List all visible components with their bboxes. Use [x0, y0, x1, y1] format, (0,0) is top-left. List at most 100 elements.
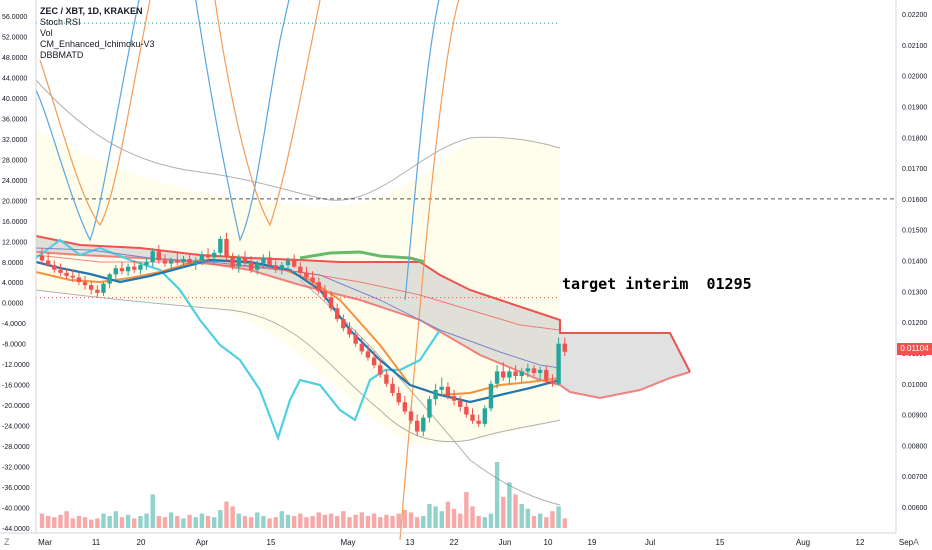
- volume-bar: [52, 517, 57, 528]
- legend-item-dbbmatd[interactable]: DBBMATD: [40, 50, 84, 60]
- right-tick-label: 0.01600: [902, 197, 927, 204]
- candle-body: [45, 260, 51, 266]
- ma-blue: [35, 258, 561, 404]
- candle-body: [279, 265, 285, 270]
- auto-scale-button[interactable]: A: [913, 537, 920, 547]
- stoch-k-line: [35, 0, 290, 242]
- volume-bar: [537, 513, 543, 528]
- candle-body: [525, 368, 531, 372]
- candle-body: [218, 238, 223, 253]
- volume-bar: [421, 516, 426, 528]
- candle-body: [365, 351, 371, 358]
- volume-bar: [76, 516, 82, 528]
- volume-bar: [341, 511, 346, 528]
- volume-bar: [322, 514, 328, 528]
- candle-body: [562, 343, 567, 352]
- volume-bar: [384, 514, 389, 528]
- candle-body: [335, 308, 340, 320]
- candle-body: [544, 369, 549, 381]
- right-tick-label: 0.01500: [902, 228, 927, 235]
- candle-body: [298, 266, 303, 273]
- x-tick-label: 11: [92, 538, 101, 547]
- candle-body: [537, 369, 543, 373]
- left-tick-label: -32.0000: [2, 465, 30, 472]
- candle-body: [58, 269, 63, 273]
- volume-bar: [156, 516, 162, 528]
- ichimoku-cloud: [36, 236, 690, 398]
- candle-body: [445, 386, 451, 397]
- right-tick-label: 0.00900: [902, 413, 927, 420]
- candle-body: [421, 417, 426, 432]
- candle-body: [556, 343, 561, 384]
- candle-body: [476, 420, 481, 424]
- candle-body: [341, 319, 346, 329]
- volume-bar: [193, 517, 198, 528]
- x-tick-label: 13: [406, 538, 415, 547]
- candle-body: [285, 260, 291, 266]
- candle-body: [396, 392, 401, 403]
- candle-body: [212, 252, 217, 258]
- legend-item-stoch-rsi[interactable]: Stoch RSI: [40, 17, 81, 27]
- right-tick-label: 0.00600: [902, 505, 927, 512]
- volume-bar: [427, 504, 432, 528]
- x-tick-label: 15: [267, 538, 276, 547]
- timezone-button[interactable]: Z: [4, 537, 10, 547]
- x-tick-label: Jun: [499, 538, 512, 547]
- legend-item-ichimoku[interactable]: CM_Enhanced_Ichimoku-V3: [40, 39, 155, 49]
- legend-item-vol[interactable]: Vol: [40, 28, 53, 38]
- candle-body: [494, 371, 500, 384]
- volume-bar: [101, 513, 106, 528]
- volume-bar: [162, 517, 168, 528]
- volume-bar: [316, 512, 321, 528]
- volume-bar: [501, 496, 506, 528]
- candle-body: [162, 260, 168, 264]
- x-tick-label: Sep: [899, 538, 914, 547]
- candle-body: [181, 258, 186, 263]
- x-tick-label: 10: [544, 538, 553, 547]
- left-tick-label: 12.0000: [2, 239, 27, 246]
- candle-body: [482, 408, 487, 424]
- candle-body: [187, 258, 192, 264]
- volume-bar: [70, 518, 75, 528]
- volume-bar: [175, 516, 180, 528]
- volume-bar: [304, 517, 309, 528]
- volume-bar: [82, 517, 88, 528]
- left-tick-label: 16.0000: [2, 219, 27, 226]
- volume-bar: [236, 513, 241, 528]
- candles: [39, 232, 567, 437]
- ma-orange: [35, 258, 561, 397]
- right-tick-label: 0.01300: [902, 289, 927, 296]
- candle-body: [414, 420, 420, 432]
- volume-bar: [212, 517, 217, 528]
- candle-body: [236, 257, 241, 267]
- left-tick-label: 4.0000: [2, 280, 24, 287]
- x-tick-label: 20: [137, 538, 146, 547]
- volume-bar: [224, 501, 229, 528]
- candle-body: [261, 257, 266, 264]
- volume-bar: [347, 517, 352, 528]
- left-tick-label: 56.0000: [2, 14, 27, 21]
- candle-body: [119, 268, 125, 272]
- candle-body: [384, 374, 389, 384]
- volume-bar: [408, 512, 414, 528]
- volume-bars: [39, 462, 567, 528]
- volume-bar: [390, 516, 395, 528]
- right-tick-label: 0.01400: [902, 259, 927, 266]
- stoch-k-line-2: [404, 0, 440, 301]
- x-tick-label: 15: [716, 538, 725, 547]
- volume-bar: [531, 516, 537, 528]
- volume-bar: [261, 516, 266, 528]
- volume-bar: [138, 516, 143, 528]
- volume-bar: [279, 511, 285, 528]
- left-tick-label: -8.0000: [2, 342, 26, 349]
- candle-body: [408, 411, 414, 421]
- target-annotation: target interim 01295: [562, 275, 752, 293]
- indicator-lines: [35, 0, 896, 541]
- volume-bar: [402, 510, 408, 528]
- x-tick-label: Apr: [196, 538, 209, 547]
- candle-body: [402, 402, 408, 412]
- right-tick-label: 0.01000: [902, 382, 927, 389]
- candle-body: [113, 268, 118, 275]
- current-price-tag: 0.01104: [897, 343, 932, 355]
